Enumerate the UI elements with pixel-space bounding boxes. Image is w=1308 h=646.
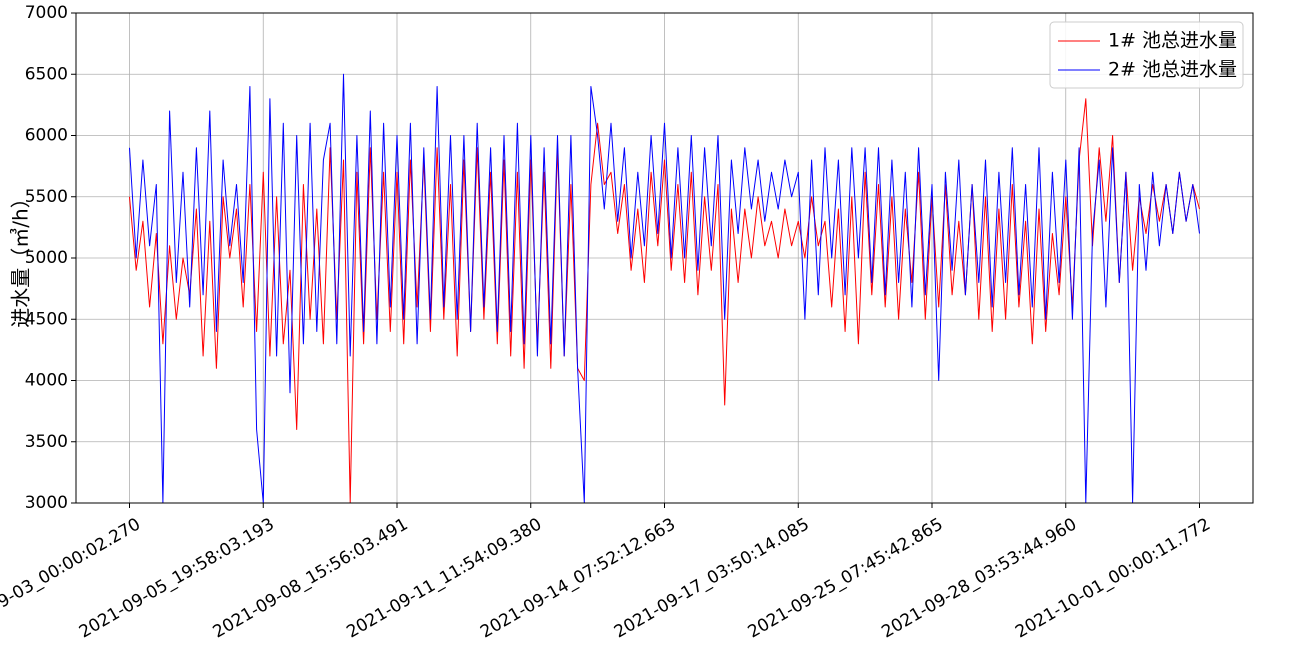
y-tick-label: 3500: [25, 432, 68, 452]
legend-box: [1049, 21, 1244, 89]
y-tick-label: 5000: [25, 248, 68, 268]
legend-label: 2# 池总进水量: [1108, 59, 1237, 81]
y-tick-label: 4500: [25, 309, 68, 329]
y-tick-label: 6000: [25, 126, 68, 146]
data-line: [129, 73, 1200, 503]
y-tick-label: 6500: [25, 64, 68, 84]
y-tick-label: 4000: [25, 371, 68, 391]
y-tick-label: 3000: [25, 493, 68, 513]
y-tick-label: 7000: [25, 3, 68, 23]
legend-label: 1# 池总进水量: [1108, 30, 1237, 52]
plot-frame: [75, 12, 1254, 504]
y-axis-label: 进水量（㎥/h）: [9, 188, 33, 327]
y-tick-label: 5500: [25, 187, 68, 207]
data-line: [129, 98, 1200, 503]
